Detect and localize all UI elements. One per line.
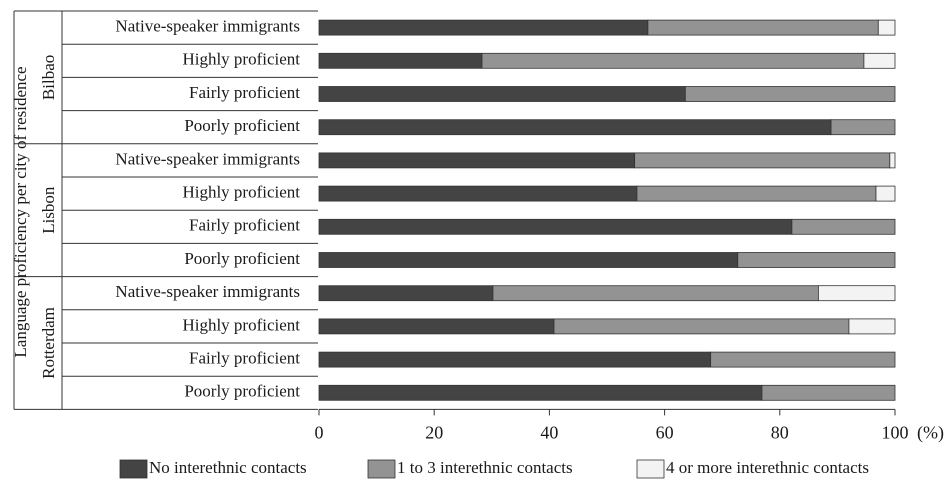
- row-label: Poorly proficient: [184, 382, 300, 401]
- legend: No interethnic contacts 1 to 3 interethni…: [119, 458, 869, 479]
- bar-lisbon-native-speaker-immigrants-1-to-3-interethnic-contacts: [634, 152, 891, 169]
- x-tick-label: 100: [882, 422, 909, 442]
- x-axis-unit: (%): [917, 422, 944, 443]
- bar-rotterdam-native-speaker-immigrants-1-to-3-interethnic-contacts: [492, 285, 819, 302]
- bar-lisbon-fairly-proficient-1-to-3-interethnic-contacts: [791, 218, 896, 235]
- bars: [318, 19, 896, 401]
- bar-lisbon-native-speaker-immigrants-no-interethnic-contacts: [318, 152, 636, 169]
- row-label: Fairly proficient: [189, 216, 300, 235]
- legend-label-1-to-3-interethnic-contacts: 1 to 3 interethnic contacts: [397, 458, 573, 477]
- bar-bilbao-native-speaker-immigrants-4-or-more-interethnic-contacts: [877, 19, 896, 36]
- bar-lisbon-poorly-proficient-1-to-3-interethnic-contacts: [737, 252, 896, 268]
- bar-rotterdam-highly-proficient-no-interethnic-contacts: [318, 318, 555, 335]
- bar-rotterdam-native-speaker-immigrants-4-or-more-interethnic-contacts: [817, 285, 896, 302]
- bar-bilbao-fairly-proficient-no-interethnic-contacts: [318, 86, 686, 102]
- bar-rotterdam-highly-proficient-1-to-3-interethnic-contacts: [553, 318, 850, 335]
- bar-rotterdam-fairly-proficient-no-interethnic-contacts: [318, 351, 712, 368]
- x-tick-label: 40: [540, 422, 558, 442]
- y-axis-label: Language proficiency per city of residen…: [11, 66, 30, 357]
- bar-bilbao-native-speaker-immigrants-1-to-3-interethnic-contacts: [647, 19, 879, 36]
- row-label: Fairly proficient: [189, 349, 300, 368]
- x-tick-label: 20: [425, 422, 443, 442]
- bar-bilbao-highly-proficient-1-to-3-interethnic-contacts: [481, 52, 865, 69]
- bar-lisbon-highly-proficient-4-or-more-interethnic-contacts: [875, 185, 896, 202]
- group-label-rotterdam: Rotterdam: [39, 307, 58, 379]
- bar-bilbao-poorly-proficient-1-to-3-interethnic-contacts: [830, 119, 896, 136]
- row-label: Fairly proficient: [189, 83, 300, 102]
- bar-bilbao-fairly-proficient-1-to-3-interethnic-contacts: [684, 86, 896, 102]
- row-label: Native-speaker immigrants: [115, 149, 300, 168]
- bar-lisbon-highly-proficient-no-interethnic-contacts: [318, 185, 638, 202]
- group-labels: Bilbao Lisbon Rotterdam: [39, 55, 58, 379]
- legend-label-4-or-more-interethnic-contacts: 4 or more interethnic contacts: [666, 458, 869, 477]
- bar-bilbao-poorly-proficient-no-interethnic-contacts: [318, 119, 832, 136]
- legend-swatch-4-or-more-interethnic-contacts: [636, 459, 665, 479]
- x-tick-label: 80: [771, 422, 789, 442]
- bar-lisbon-highly-proficient-1-to-3-interethnic-contacts: [636, 185, 877, 202]
- bar-rotterdam-poorly-proficient-1-to-3-interethnic-contacts: [761, 384, 896, 401]
- bar-lisbon-poorly-proficient-no-interethnic-contacts: [318, 252, 739, 268]
- bar-rotterdam-native-speaker-immigrants-no-interethnic-contacts: [318, 285, 494, 302]
- row-label: Poorly proficient: [184, 116, 300, 135]
- group-label-lisbon: Lisbon: [39, 186, 58, 234]
- row-label: Highly proficient: [182, 315, 300, 334]
- bar-bilbao-native-speaker-immigrants-no-interethnic-contacts: [318, 19, 649, 36]
- group-label-bilbao: Bilbao: [39, 55, 58, 100]
- x-axis: 0 20 40 60 80 100 (%): [315, 408, 944, 443]
- row-label: Poorly proficient: [184, 249, 300, 268]
- bar-rotterdam-highly-proficient-4-or-more-interethnic-contacts: [848, 318, 896, 335]
- bar-bilbao-highly-proficient-4-or-more-interethnic-contacts: [863, 52, 896, 69]
- bar-lisbon-fairly-proficient-no-interethnic-contacts: [318, 218, 793, 235]
- legend-swatch-1-to-3-interethnic-contacts: [367, 459, 396, 479]
- bar-bilbao-highly-proficient-no-interethnic-contacts: [318, 52, 483, 69]
- row-label: Highly proficient: [182, 50, 300, 69]
- bar-rotterdam-poorly-proficient-no-interethnic-contacts: [318, 384, 763, 401]
- row-label: Native-speaker immigrants: [115, 17, 300, 36]
- row-label: Native-speaker immigrants: [115, 282, 300, 301]
- row-label-frame: [13, 10, 318, 410]
- x-tick-label: 0: [315, 422, 324, 442]
- row-label: Highly proficient: [182, 183, 300, 202]
- x-tick-label: 60: [656, 422, 674, 442]
- legend-swatch-no-interethnic-contacts: [119, 459, 148, 479]
- legend-label-no-interethnic-contacts: No interethnic contacts: [149, 458, 307, 477]
- bar-lisbon-native-speaker-immigrants-4-or-more-interethnic-contacts: [889, 152, 896, 169]
- row-labels: Native-speaker immigrants Highly proficie…: [115, 17, 300, 401]
- bar-rotterdam-fairly-proficient-1-to-3-interethnic-contacts: [710, 351, 896, 368]
